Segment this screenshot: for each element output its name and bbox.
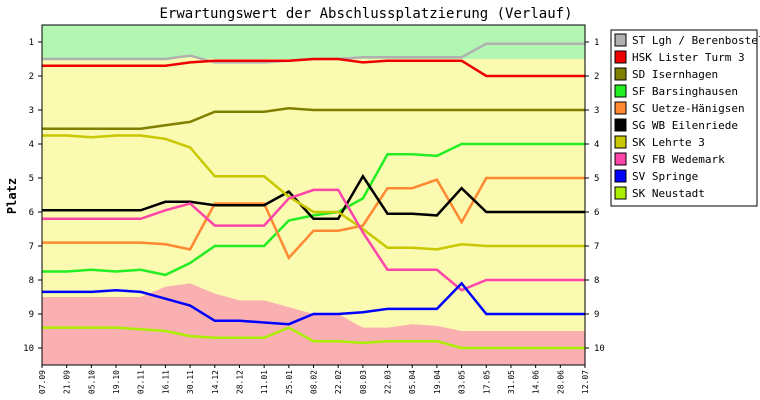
chart-title: Erwartungswert der Abschlussplatzierung … <box>159 6 572 22</box>
legend: ST Lgh / Berenbostel HSK Lister Turm 3 SD … <box>610 29 760 207</box>
y-tick-label-left: 10 <box>23 344 34 354</box>
y-tick-label-left: 6 <box>29 208 34 218</box>
y-tick-label-right: 6 <box>594 208 599 218</box>
y-axis-label: Platz <box>5 178 19 214</box>
series-line-2 <box>42 57 585 78</box>
legend-swatch <box>614 135 627 149</box>
x-tick-label: 28.06 <box>556 370 565 394</box>
legend-swatch <box>614 67 627 81</box>
y-tick-label-left: 5 <box>29 174 34 184</box>
y-tick-label-right: 10 <box>594 344 605 354</box>
series-line-7 <box>42 134 585 251</box>
legend-label: SK Neustadt <box>632 187 705 200</box>
legend-swatch <box>614 169 627 183</box>
y-tick-label-right: 5 <box>594 174 599 184</box>
y-tick-label-right: 2 <box>594 72 599 82</box>
y-tick-label-left: 1 <box>29 38 34 48</box>
x-tick-label: 08.02 <box>310 370 319 394</box>
y-tick-label-left: 9 <box>29 310 34 320</box>
series-line-9 <box>42 281 585 326</box>
x-tick-label: 19.10 <box>112 370 121 394</box>
legend-swatch <box>614 50 627 64</box>
x-tick-label: 11.01 <box>260 370 269 394</box>
x-tick-label: 21.09 <box>63 370 72 394</box>
x-tick-label: 17.05 <box>482 370 491 394</box>
y-tick-label-right: 7 <box>594 242 599 252</box>
x-tick-label: 14.12 <box>211 370 220 394</box>
legend-label: SK Lehrte 3 <box>632 136 705 149</box>
x-tick-label: 07.09 <box>38 370 47 394</box>
x-tick-label: 14.06 <box>532 370 541 394</box>
y-tick-label-left: 7 <box>29 242 34 252</box>
legend-swatch <box>614 33 627 47</box>
series-line-3 <box>42 107 585 130</box>
y-tick-label-left: 2 <box>29 72 34 82</box>
x-tick-label: 03.05 <box>458 370 467 394</box>
y-tick-label-left: 8 <box>29 276 34 286</box>
zone-promotion <box>42 25 585 59</box>
legend-swatch <box>614 118 627 132</box>
legend-swatch <box>614 186 627 200</box>
y-tick-label-right: 9 <box>594 310 599 320</box>
legend-label: SV FB Wedemark <box>632 153 725 166</box>
x-tick-label: 16.11 <box>161 370 170 394</box>
series-line-6 <box>42 173 585 221</box>
legend-swatch <box>614 152 627 166</box>
y-tick-label-left: 3 <box>29 106 34 116</box>
y-tick-label-right: 8 <box>594 276 599 286</box>
y-axis-right: 1 2 3 4 5 6 7 8 9 10 <box>585 38 605 354</box>
x-tick-label: 30.11 <box>186 370 195 394</box>
legend-label: SD Isernhagen <box>632 68 718 81</box>
legend-label: SV Springe <box>632 170 698 183</box>
legend-swatch <box>614 101 627 115</box>
legend-label: SC Uetze-Hänigsen <box>632 102 745 115</box>
x-tick-label: 22.02 <box>334 370 343 394</box>
series-line-4 <box>42 142 585 277</box>
x-tick-label: 05.10 <box>87 370 96 394</box>
x-tick-label: 12.07 <box>581 370 590 394</box>
y-tick-label-right: 1 <box>594 38 599 48</box>
legend-label: ST Lgh / Berenbostel <box>632 34 760 47</box>
legend-label: SG WB Eilenriede <box>632 119 738 132</box>
x-tick-label: 05.04 <box>408 370 417 394</box>
series-line-10 <box>42 326 585 350</box>
x-tick-label: 31.05 <box>507 370 516 394</box>
legend-label: HSK Lister Turm 3 <box>632 51 745 64</box>
x-tick-label: 28.12 <box>235 370 244 394</box>
series-layer <box>42 42 585 350</box>
x-tick-label: 25.01 <box>285 370 294 394</box>
y-axis-left: 1 2 3 4 5 6 7 8 9 10 <box>23 38 42 354</box>
x-tick-label: 08.03 <box>359 370 368 394</box>
y-tick-label-right: 4 <box>594 140 599 150</box>
legend-swatch <box>614 84 627 98</box>
x-tick-label: 02.11 <box>137 370 146 394</box>
series-line-8 <box>42 188 585 292</box>
legend-label: SF Barsinghausen <box>632 85 738 98</box>
x-tick-label: 22.03 <box>384 370 393 394</box>
x-tick-label: 19.04 <box>433 370 442 394</box>
x-axis: 07.09 21.09 05.10 19.10 02.11 16.11 30.11 14.12… <box>38 365 590 394</box>
legend-box <box>610 29 758 207</box>
y-tick-label-left: 4 <box>29 140 34 150</box>
series-line-5 <box>42 176 585 261</box>
plot-background <box>42 25 585 365</box>
y-tick-label-right: 3 <box>594 106 599 116</box>
